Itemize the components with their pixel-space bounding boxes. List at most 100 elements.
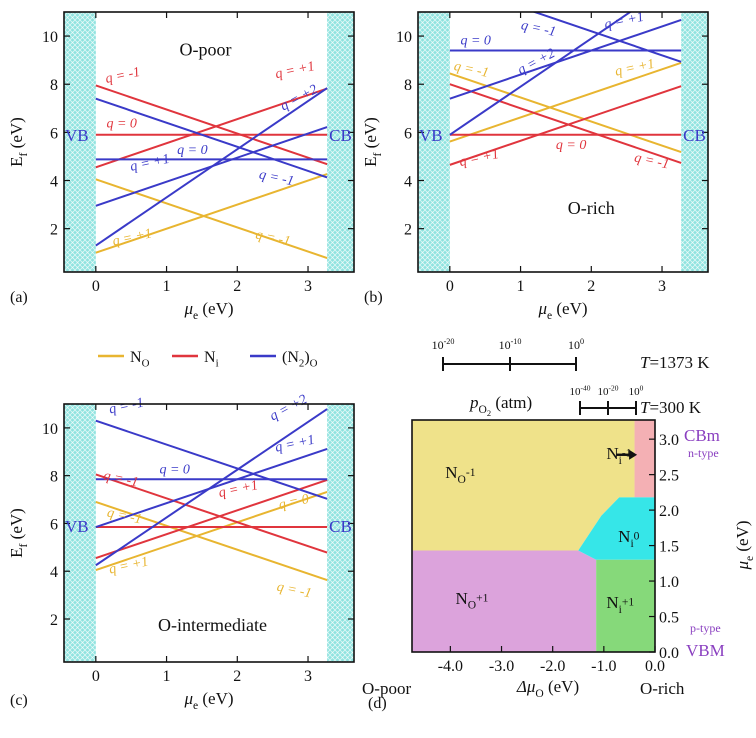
x-axis-label: ΔμO (eV) — [516, 677, 579, 700]
pressure-tick-label: 100 — [568, 337, 584, 352]
plot-frame — [63, 11, 355, 273]
y-tick-label: 2 — [50, 222, 58, 239]
y-tick-label: 6 — [50, 125, 58, 142]
panel-c: q = -1 q = 0 q = +2 q = +1 q = -1 q = -1 q = +… — [7, 392, 355, 712]
series-N2_O-q+2 — [95, 408, 328, 567]
series-N_i-q-1 — [449, 83, 682, 164]
x-tick-label: 2 — [233, 668, 241, 685]
n-type-label: n-type — [688, 446, 719, 460]
region-label: Ni+1 — [606, 593, 634, 616]
pressure-tick-label: 10-20 — [598, 383, 619, 398]
q-label: q = -1 — [258, 167, 295, 189]
x-tick-label: -2.0 — [540, 658, 565, 675]
y-tick-label: 0.0 — [659, 645, 679, 662]
x-axis-label: μe (eV) — [537, 299, 587, 322]
x-tick-label: 1 — [517, 278, 525, 295]
x-axis-label: μe (eV) — [183, 689, 233, 712]
series-N2_O-q+1 — [449, 18, 682, 100]
series-N2_O-q+2 — [95, 87, 328, 247]
series-N_i-q-1 — [95, 473, 328, 554]
y-tick-label: 2 — [404, 222, 412, 239]
plot-frame — [63, 403, 355, 663]
x-tick-label: -1.0 — [591, 658, 616, 675]
condition-label: O-rich — [568, 198, 615, 218]
region-N_O^-1 — [412, 420, 635, 551]
y-axis-label: Ef (eV) — [361, 117, 384, 167]
x-tick-label: 2 — [587, 278, 595, 295]
y-tick-label: 10 — [396, 29, 412, 46]
q-label: q = +1 — [129, 152, 171, 175]
region-N_i^0 — [578, 497, 655, 560]
cbm-label: CBm — [684, 426, 720, 445]
arrow-head — [629, 449, 638, 460]
q-label: q = +1 — [274, 433, 316, 456]
series-N2_O-q+2 — [449, 12, 632, 136]
q-label: q = -1 — [106, 506, 143, 528]
legend-label-N_O: NO — [130, 349, 150, 369]
q-label: q = -1 — [633, 150, 670, 172]
q-label: q = 0 — [106, 117, 136, 132]
q-label: q = -1 — [520, 18, 557, 40]
panel-label: (d) — [368, 695, 387, 712]
cb-label: CB — [329, 517, 352, 536]
y-tick-label: 1.5 — [659, 539, 679, 556]
region-label: Ni0 — [618, 527, 640, 550]
x-tick-label: 1 — [163, 668, 171, 685]
x-tick-label: -4.0 — [438, 658, 463, 675]
condition-label: O-intermediate — [158, 615, 267, 635]
vb-label: VB — [65, 126, 89, 145]
x-axis-label: μe (eV) — [183, 299, 233, 322]
q-label: q = +1 — [217, 478, 259, 501]
y-tick-label: 10 — [42, 421, 58, 438]
series-N2_O-q-1 — [95, 97, 328, 179]
series-N_i-q+1 — [95, 479, 328, 560]
x-tick-label: 2 — [233, 278, 241, 295]
legend-label-N_i: Ni — [204, 349, 219, 369]
x-tick-label: 3 — [304, 668, 312, 685]
cb-label: CB — [683, 126, 706, 145]
series-N_O-q+1 — [95, 173, 328, 254]
panel-a: q = -1q = 0q = +1q = +2q = 0q = +1q = -1… — [7, 11, 355, 322]
region-N_i^+1 — [596, 559, 655, 652]
x-tick-label: 0 — [92, 278, 100, 295]
p-type-label: p-type — [690, 621, 721, 635]
o-poor-label: O-poor — [362, 679, 411, 698]
x-tick-label: 3 — [304, 278, 312, 295]
q-label: q = +2 — [267, 392, 309, 424]
y-axis-label: Ef (eV) — [7, 117, 30, 167]
q-label: q = 0 — [277, 492, 310, 513]
region-label: Ni-1 — [606, 444, 631, 467]
series-N_i-q+1 — [449, 85, 682, 166]
x-tick-label: 1 — [163, 278, 171, 295]
pressure-axis-label: pO2 (atm) — [469, 393, 532, 418]
legend: NO Ni (N2)O — [98, 349, 318, 369]
q-label: q = -1 — [102, 468, 139, 490]
q-label: q = +2 — [278, 82, 320, 114]
y-tick-label: 8 — [50, 469, 58, 486]
series-N_i-q-1 — [95, 84, 328, 166]
q-label: q = -1 — [453, 59, 490, 81]
q-label: q = +1 — [603, 10, 645, 33]
q-label: q = -1 — [275, 580, 312, 602]
temperature-label: T=300 K — [640, 398, 702, 417]
y-tick-label: 2 — [50, 612, 58, 629]
x-tick-label: 0 — [92, 668, 100, 685]
vb-label: VB — [419, 126, 443, 145]
x-tick-label: 3 — [658, 278, 666, 295]
y-tick-label: 3.0 — [659, 432, 679, 449]
q-label: q = 0 — [460, 34, 490, 49]
condition-label: O-poor — [179, 39, 231, 59]
series-N2_O-q-1 — [95, 419, 328, 500]
series-N_i-q+1 — [95, 87, 328, 169]
pressure-tick-label: 100 — [629, 383, 644, 398]
temperature-label: T=1373 K — [640, 353, 710, 372]
panel-label: (b) — [364, 289, 383, 306]
q-label: q = -1 — [254, 228, 291, 250]
q-label: q = -1 — [104, 65, 141, 87]
q-label: q = +1 — [458, 147, 500, 170]
x-tick-label: 0.0 — [645, 658, 665, 675]
series-N_O-q+1 — [95, 490, 328, 571]
y-tick-label: 0.5 — [659, 610, 679, 627]
region-N_i^-1 — [634, 420, 655, 498]
